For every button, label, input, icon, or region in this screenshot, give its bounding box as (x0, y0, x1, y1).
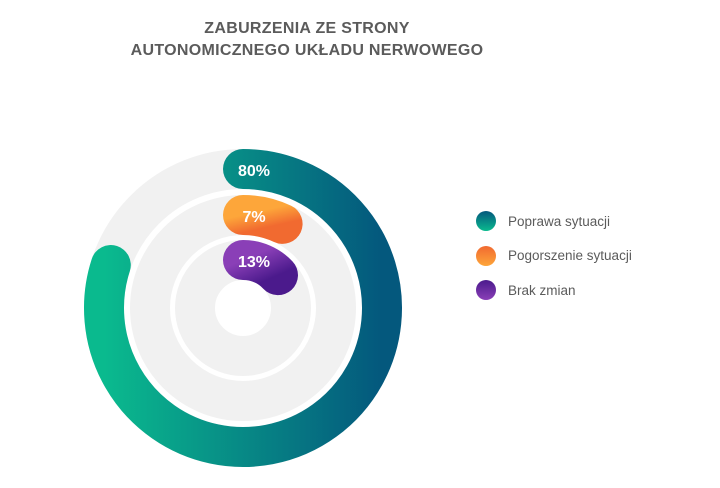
legend-item-poprawa: Poprawa sytuacji (476, 210, 632, 232)
value-arc-3 (223, 240, 298, 296)
value-arc-1 (84, 149, 402, 467)
value-label-2: 7% (242, 209, 265, 226)
value-arc-2 (223, 195, 303, 244)
legend-swatch-pogorszenie (476, 245, 496, 266)
legend-swatch-brak-zmian (476, 280, 496, 300)
chart-title-line-2: AUTONOMICZNEGO UKŁADU NERWOWEGO (130, 42, 484, 59)
chart-title: ZABURZENIA ZE STRONY AUTONOMICZNEGO UKŁA… (0, 18, 614, 62)
chart-title-line-1: ZABURZENIA ZE STRONY (204, 20, 410, 37)
legend-label-pogorszenie: Pogorszenie sytuacji (508, 248, 632, 263)
legend-label-brak-zmian: Brak zmian (508, 282, 576, 298)
value-label-3: 13% (238, 254, 270, 271)
legend-label-poprawa: Poprawa sytuacji (508, 213, 611, 229)
value-label-1: 80% (238, 163, 270, 180)
legend-item-pogorszenie: Pogorszenie sytuacji (476, 245, 632, 267)
legend-swatch-poprawa (476, 211, 496, 231)
legend-item-brak-zmian: Brak zmian (476, 279, 632, 301)
legend: Poprawa sytuacji Pogorszenie sytuacji Br… (476, 210, 632, 314)
